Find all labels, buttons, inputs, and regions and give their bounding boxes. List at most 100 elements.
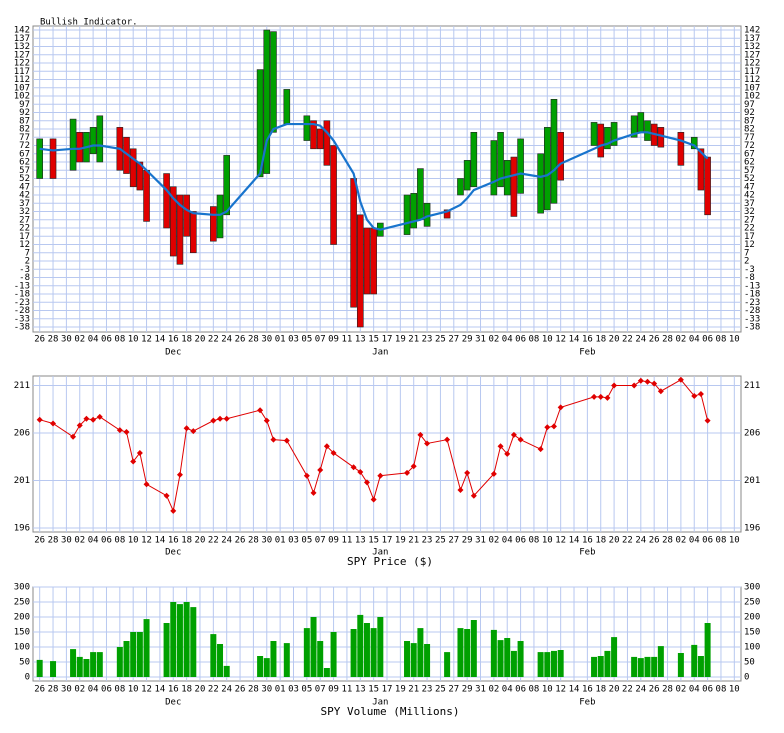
- x-tick-label: 10: [128, 536, 139, 546]
- price-marker: [317, 467, 324, 474]
- y-tick-label: -3: [19, 265, 30, 275]
- x-tick-label: 08: [716, 536, 727, 546]
- volume-bar: [217, 644, 224, 677]
- x-tick-label: 31: [475, 536, 486, 546]
- indicator-bar: [216, 194, 224, 239]
- indicator-bar: [183, 194, 190, 237]
- x-tick-label: 08: [529, 685, 540, 695]
- price-marker: [544, 424, 551, 431]
- volume-bar: [637, 658, 644, 677]
- x-tick-label: 06: [101, 536, 112, 546]
- y-tick-label-right: 87: [744, 116, 755, 126]
- y-tick-label: 102: [14, 92, 30, 102]
- volume-bar: [36, 659, 43, 677]
- y-tick-label-right: 37: [744, 199, 755, 209]
- x-tick-label: 25: [435, 685, 446, 695]
- y-tick-label-right: -18: [744, 290, 760, 300]
- indicator-bar: [510, 156, 518, 217]
- y-tick-label-right: 196: [744, 524, 760, 534]
- indicator-bar: [270, 31, 277, 133]
- y-tick-label-right: 206: [744, 429, 760, 439]
- y-tick-label-right: 107: [744, 83, 760, 93]
- volume-bar: [170, 602, 177, 677]
- price-marker: [611, 382, 618, 389]
- x-tick-label: 29: [462, 536, 473, 546]
- price-marker: [270, 436, 277, 443]
- y-tick-label: 22: [19, 224, 30, 234]
- indicator-bar: [403, 194, 411, 235]
- price-marker: [604, 394, 611, 401]
- volume-bar: [697, 656, 704, 677]
- price-marker: [330, 449, 337, 456]
- price-marker: [70, 433, 77, 440]
- y-tick-label: 77: [19, 133, 30, 143]
- price-marker: [504, 450, 511, 457]
- x-tick-label: 10: [729, 685, 740, 695]
- moving-average-line: [39, 122, 709, 231]
- volume-bar: [497, 640, 504, 677]
- x-tick-label: 10: [542, 335, 553, 345]
- indicator-bar: [89, 127, 97, 155]
- indicator-bar: [69, 118, 77, 171]
- x-tick-label: 28: [248, 335, 259, 345]
- indicator-bar: [363, 227, 371, 295]
- x-tick-label: 16: [168, 335, 179, 345]
- volume-bar: [604, 650, 611, 677]
- x-tick-label: 30: [261, 335, 272, 345]
- price-marker: [637, 377, 644, 384]
- price-marker: [537, 446, 544, 453]
- x-tick-label: 23: [422, 685, 433, 695]
- y-tick-label-right: 122: [744, 59, 760, 69]
- indicator-bar: [410, 193, 418, 229]
- y-tick-label-right: 0: [744, 673, 749, 683]
- x-tick-label: 24: [221, 536, 232, 546]
- indicator-bar: [36, 138, 43, 179]
- volume-bar: [283, 643, 290, 677]
- y-tick-label-right: 42: [744, 191, 755, 201]
- y-tick-label: 87: [19, 116, 30, 126]
- x-tick-label: 06: [515, 685, 526, 695]
- indicator-bar: [263, 29, 271, 174]
- volume-bar: [470, 620, 477, 677]
- price-marker: [176, 471, 183, 478]
- volume-bar: [350, 629, 357, 677]
- price-marker: [323, 443, 330, 450]
- y-tick-label: 0: [25, 673, 30, 683]
- x-tick-label: 30: [61, 536, 72, 546]
- volume-bar: [417, 628, 424, 677]
- x-tick-label: 04: [502, 536, 513, 546]
- y-tick-label: 300: [14, 583, 30, 593]
- y-tick-label: -28: [14, 306, 30, 316]
- x-tick-label: 10: [542, 685, 553, 695]
- price-marker: [644, 378, 651, 385]
- x-tick-label: 15: [368, 536, 379, 546]
- y-tick-label: 50: [19, 658, 30, 668]
- volume-bar: [323, 668, 330, 677]
- y-tick-label: 132: [14, 42, 30, 52]
- x-tick-label: 14: [154, 536, 165, 546]
- indicator-bar: [517, 138, 524, 194]
- x-tick-label: 11: [342, 335, 353, 345]
- x-tick-label: 26: [34, 335, 45, 345]
- indicator-bar: [590, 122, 598, 146]
- y-tick-label-right: 57: [744, 166, 755, 176]
- x-tick-label: 30: [61, 335, 72, 345]
- price-marker: [377, 472, 384, 479]
- indicator-bar: [550, 99, 558, 204]
- x-tick-label: 06: [515, 536, 526, 546]
- x-tick-label: 08: [716, 335, 727, 345]
- y-tick-label: 62: [19, 158, 30, 168]
- indicator-bar: [497, 132, 504, 188]
- x-tick-label: 18: [595, 536, 606, 546]
- price-marker: [257, 407, 264, 414]
- x-tick-label: 20: [195, 335, 206, 345]
- volume-bar: [370, 628, 377, 677]
- indicator-bar: [310, 120, 317, 150]
- indicator-bar: [283, 89, 291, 125]
- month-label: Dec: [165, 698, 181, 708]
- x-tick-label: 21: [408, 685, 419, 695]
- y-tick-label-right: 62: [744, 158, 755, 168]
- indicator-bar: [129, 148, 137, 188]
- indicator-bar: [417, 168, 424, 221]
- x-tick-label: 22: [622, 335, 633, 345]
